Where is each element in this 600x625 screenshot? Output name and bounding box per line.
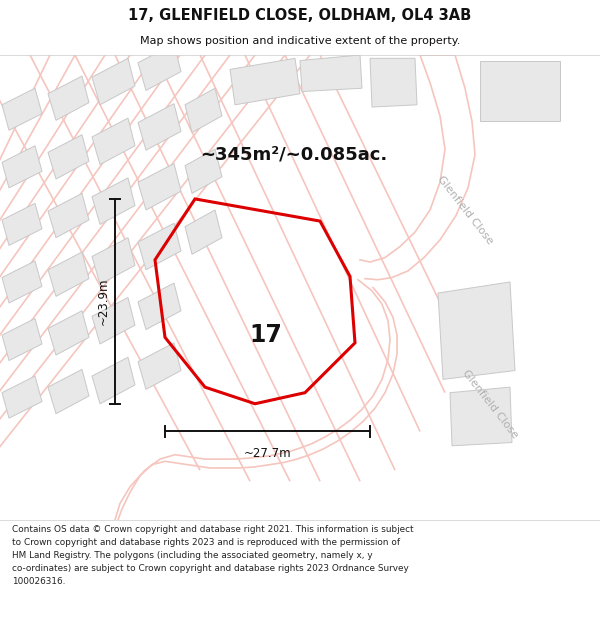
Polygon shape [185, 88, 222, 132]
Text: Map shows position and indicative extent of the property.: Map shows position and indicative extent… [140, 36, 460, 46]
Polygon shape [2, 88, 42, 130]
Polygon shape [2, 376, 42, 418]
Polygon shape [2, 319, 42, 361]
Polygon shape [370, 58, 417, 107]
Text: 17: 17 [250, 324, 283, 348]
Polygon shape [48, 135, 89, 179]
Text: ~27.7m: ~27.7m [244, 447, 292, 460]
Polygon shape [48, 369, 89, 414]
Polygon shape [138, 164, 181, 210]
Polygon shape [2, 203, 42, 246]
Polygon shape [185, 210, 222, 254]
Polygon shape [138, 104, 181, 150]
Text: ~23.9m: ~23.9m [97, 278, 110, 325]
Text: 17, GLENFIELD CLOSE, OLDHAM, OL4 3AB: 17, GLENFIELD CLOSE, OLDHAM, OL4 3AB [128, 8, 472, 23]
Polygon shape [138, 44, 181, 91]
Polygon shape [48, 193, 89, 238]
Polygon shape [480, 61, 560, 121]
Polygon shape [92, 118, 135, 164]
Polygon shape [438, 282, 515, 379]
Text: Glenfield Close: Glenfield Close [435, 174, 495, 246]
Polygon shape [230, 58, 300, 105]
Polygon shape [2, 261, 42, 303]
Polygon shape [138, 283, 181, 329]
Polygon shape [138, 223, 181, 270]
Polygon shape [450, 387, 512, 446]
Polygon shape [138, 343, 181, 389]
Text: Glenfield Close: Glenfield Close [460, 368, 520, 440]
Polygon shape [92, 298, 135, 344]
Polygon shape [92, 238, 135, 284]
Polygon shape [185, 149, 222, 193]
Polygon shape [92, 357, 135, 404]
Polygon shape [48, 311, 89, 355]
Polygon shape [48, 252, 89, 296]
Polygon shape [92, 58, 135, 105]
Polygon shape [92, 178, 135, 224]
Polygon shape [2, 146, 42, 188]
Text: Contains OS data © Crown copyright and database right 2021. This information is : Contains OS data © Crown copyright and d… [12, 525, 413, 586]
Polygon shape [300, 55, 362, 91]
Polygon shape [48, 76, 89, 121]
Text: ~345m²/~0.085ac.: ~345m²/~0.085ac. [200, 146, 387, 164]
